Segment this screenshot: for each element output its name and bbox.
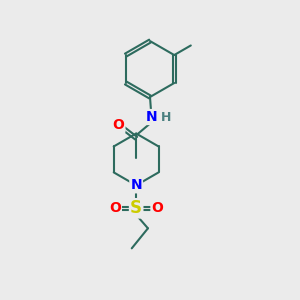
Text: H: H: [160, 110, 171, 124]
Text: N: N: [130, 178, 142, 192]
Text: S: S: [130, 199, 142, 217]
Text: O: O: [152, 201, 163, 215]
Text: O: O: [112, 118, 124, 132]
Text: N: N: [146, 110, 157, 124]
Text: O: O: [109, 201, 121, 215]
